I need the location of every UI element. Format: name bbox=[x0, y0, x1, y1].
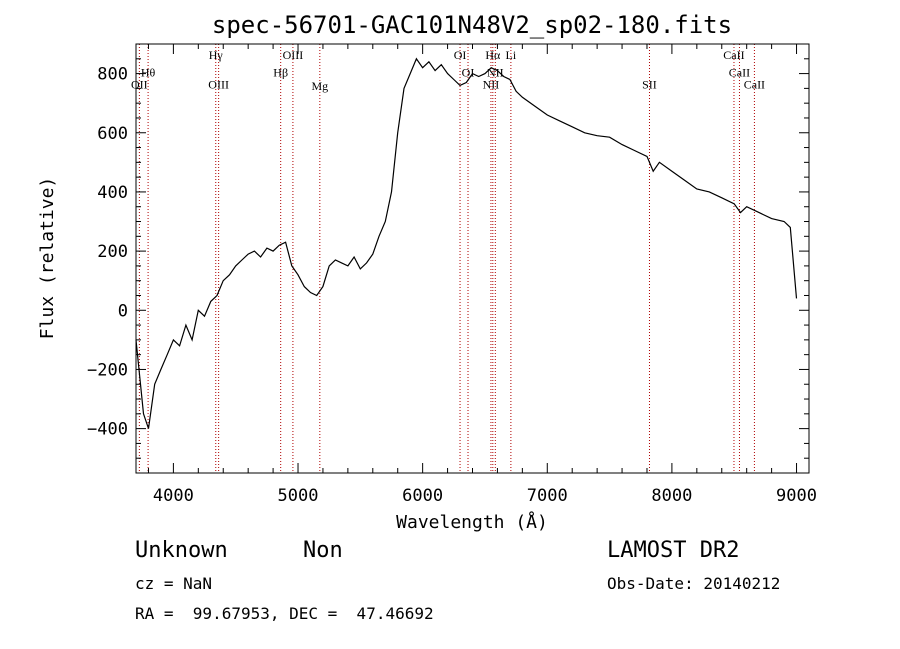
spectral-line-label: CaII bbox=[729, 66, 750, 80]
spectral-line-label: OI bbox=[454, 48, 467, 62]
spectral-line-markers bbox=[138, 44, 755, 473]
spectral-line-label: Hγ bbox=[209, 48, 224, 62]
y-tick-label: 200 bbox=[97, 242, 128, 262]
spectral-line-label: OIII bbox=[283, 48, 304, 62]
spectral-line-labels: OIIHθHγOIIIHβOIIIMgOIOINIIHαNIILiSIICaII… bbox=[131, 48, 765, 93]
x-tick-label: 4000 bbox=[153, 486, 194, 506]
y-tick-label: 0 bbox=[118, 301, 128, 321]
spectral-line-label: NII bbox=[487, 66, 504, 80]
axis-ticks: 4000 5000 6000 7000 8000 9000 −400 −200 0 200 400 6… bbox=[87, 43, 817, 506]
spectral-line-label: CaII bbox=[744, 77, 765, 91]
spectral-line-label: Hθ bbox=[141, 66, 156, 80]
spectral-line-label: SII bbox=[642, 77, 657, 91]
spectral-line-label: Hβ bbox=[273, 66, 288, 80]
survey-label: LAMOST DR2 bbox=[607, 538, 740, 563]
y-axis-label: Flux (relative) bbox=[37, 177, 58, 340]
x-tick-label: 8000 bbox=[651, 486, 692, 506]
chart-title: spec-56701-GAC101N48V2_sp02-180.fits bbox=[212, 11, 732, 39]
redshift-value: cz = NaN bbox=[135, 574, 213, 593]
y-tick-label: −200 bbox=[87, 360, 128, 380]
spectral-line-label: CaII bbox=[723, 48, 744, 62]
spectrum-series-line bbox=[135, 57, 798, 429]
y-tick-label: −400 bbox=[87, 420, 128, 440]
spectral-line-label: OIII bbox=[208, 77, 229, 91]
y-tick-label: 400 bbox=[97, 183, 128, 203]
classification-label: Unknown bbox=[135, 538, 228, 563]
spectrum-series-group bbox=[135, 57, 798, 429]
x-tick-label: 5000 bbox=[278, 486, 319, 506]
plot-frame bbox=[135, 43, 810, 474]
spectral-line-label: OII bbox=[131, 77, 148, 91]
spectral-line-label: Hα bbox=[485, 48, 501, 62]
spectral-line-label: NII bbox=[483, 77, 500, 91]
spectral-line-label: Li bbox=[506, 48, 517, 62]
spectral-line-label: Mg bbox=[311, 79, 328, 93]
y-tick-label: 800 bbox=[97, 65, 128, 85]
x-tick-label: 6000 bbox=[402, 486, 443, 506]
obs-date-value: Obs-Date: 20140212 bbox=[607, 574, 781, 593]
x-tick-label: 9000 bbox=[776, 486, 817, 506]
coordinates-value: RA = 99.67953, DEC = 47.46692 bbox=[135, 604, 434, 623]
y-tick-label: 600 bbox=[97, 124, 128, 144]
subclass-label: Non bbox=[303, 538, 343, 563]
x-tick-label: 7000 bbox=[527, 486, 568, 506]
spectral-line-label: OI bbox=[462, 66, 475, 80]
x-axis-label: Wavelength (Å) bbox=[396, 511, 548, 533]
